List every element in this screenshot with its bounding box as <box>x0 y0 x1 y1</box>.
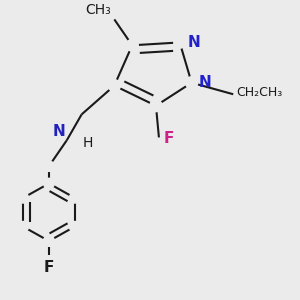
Circle shape <box>44 236 54 246</box>
Text: N: N <box>52 124 65 139</box>
Circle shape <box>174 37 186 48</box>
Text: H: H <box>83 136 94 150</box>
Circle shape <box>18 221 28 232</box>
Circle shape <box>44 178 54 189</box>
Circle shape <box>108 80 120 92</box>
Circle shape <box>44 161 54 171</box>
Text: F: F <box>44 260 54 275</box>
Circle shape <box>108 80 120 92</box>
Circle shape <box>150 100 162 112</box>
Circle shape <box>186 77 198 88</box>
Circle shape <box>18 193 28 203</box>
Text: CH₃: CH₃ <box>85 2 111 16</box>
Circle shape <box>126 40 138 51</box>
Text: F: F <box>164 131 174 146</box>
Circle shape <box>69 221 80 232</box>
Text: N: N <box>199 75 212 90</box>
Circle shape <box>150 100 162 112</box>
Circle shape <box>186 77 198 88</box>
Circle shape <box>126 40 138 51</box>
Circle shape <box>44 236 54 246</box>
Text: CH₂CH₃: CH₂CH₃ <box>236 86 282 99</box>
Circle shape <box>69 193 80 203</box>
Text: N: N <box>187 35 200 50</box>
